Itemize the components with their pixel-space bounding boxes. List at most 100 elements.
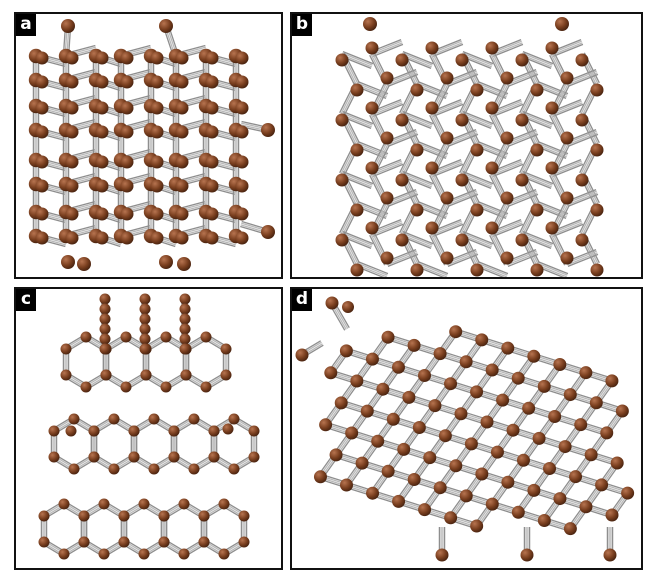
atom-sphere	[198, 536, 210, 548]
atom-sphere	[99, 293, 111, 305]
atom-sphere	[366, 486, 380, 500]
atom-layer	[295, 296, 635, 562]
atom-sphere	[65, 125, 79, 139]
atom-sphere	[334, 396, 348, 410]
atom-sphere	[99, 323, 111, 335]
atom-sphere	[95, 51, 109, 65]
atom-sphere	[558, 440, 572, 454]
atom-sphere	[38, 536, 50, 548]
atom-sphere	[139, 303, 151, 315]
atom-sphere	[425, 161, 439, 175]
atom-sphere	[139, 343, 151, 355]
atom-sphere	[65, 231, 79, 245]
atom-sphere	[78, 510, 90, 522]
atom-sphere	[218, 498, 230, 510]
atom-sphere	[440, 191, 454, 205]
atom-sphere	[205, 207, 219, 221]
atom-sphere	[38, 510, 50, 522]
atom-sphere	[218, 548, 230, 560]
atom-sphere	[440, 251, 454, 265]
atom-sphere	[485, 161, 499, 175]
atom-sphere	[435, 548, 449, 562]
atom-sphere	[470, 203, 484, 217]
atom-sphere	[590, 83, 604, 97]
atom-sphere	[402, 390, 416, 404]
atom-sphere	[355, 456, 369, 470]
atom-sphere	[440, 71, 454, 85]
atom-sphere	[365, 161, 379, 175]
atom-sphere	[485, 497, 499, 511]
atom-sphere	[605, 508, 619, 522]
atom-sphere	[335, 113, 349, 127]
atom-sphere	[324, 366, 338, 380]
atom-layer	[38, 293, 260, 560]
atom-sphere	[150, 155, 164, 169]
atom-sphere	[179, 313, 191, 325]
atom-sphere	[371, 434, 385, 448]
atom-sphere	[560, 191, 574, 205]
atom-sphere	[584, 448, 598, 462]
atom-sphere	[98, 498, 110, 510]
panel-label-b: b	[292, 14, 312, 36]
atom-sphere	[485, 41, 499, 55]
atom-sphere	[313, 470, 327, 484]
atom-sphere	[515, 53, 529, 67]
atom-sphere	[205, 125, 219, 139]
atom-sphere	[61, 19, 75, 33]
atom-sphere	[168, 425, 180, 437]
atom-sphere	[175, 51, 189, 65]
atom-sphere	[610, 456, 624, 470]
panel-b: b	[290, 12, 643, 279]
atom-sphere	[579, 366, 593, 380]
atom-sphere	[120, 75, 134, 89]
atom-sphere	[179, 323, 191, 335]
atom-sphere	[407, 472, 421, 486]
atom-sphere	[235, 125, 249, 139]
atom-sphere	[88, 451, 100, 463]
atom-sphere	[449, 459, 463, 473]
atom-sphere	[158, 510, 170, 522]
atom-sphere	[485, 363, 499, 377]
crystal-structure-view-c	[38, 293, 260, 560]
atom-sphere	[168, 451, 180, 463]
atom-sphere	[108, 413, 120, 425]
atom-sphere	[205, 231, 219, 245]
atom-sphere	[88, 425, 100, 437]
atom-sphere	[386, 412, 400, 426]
atom-sphere	[575, 173, 589, 187]
atom-sphere	[295, 348, 309, 362]
atom-sphere	[511, 371, 525, 385]
atom-sphere	[455, 113, 469, 127]
atom-sphere	[553, 492, 567, 506]
atom-sphere	[475, 467, 489, 481]
atom-sphere	[139, 293, 151, 305]
atom-sphere	[485, 101, 499, 115]
atom-sphere	[407, 338, 421, 352]
atom-sphere	[205, 75, 219, 89]
atom-sphere	[35, 51, 49, 65]
atom-sphere	[575, 53, 589, 67]
atom-sphere	[179, 343, 191, 355]
atom-sphere	[548, 409, 562, 423]
atom-sphere	[150, 231, 164, 245]
atom-sphere	[139, 333, 151, 345]
atom-sphere	[433, 347, 447, 361]
atom-sphere	[48, 425, 60, 437]
atom-sphere	[77, 257, 91, 271]
atom-sphere	[500, 251, 514, 265]
atom-sphere	[350, 83, 364, 97]
atom-sphere	[98, 548, 110, 560]
atom-sphere	[235, 51, 249, 65]
atom-sphere	[175, 207, 189, 221]
atom-sphere	[235, 231, 249, 245]
atom-sphere	[600, 426, 614, 440]
panel-c: c	[14, 287, 283, 570]
atom-sphere	[527, 483, 541, 497]
atom-sphere	[159, 255, 173, 269]
atom-sphere	[410, 143, 424, 157]
atom-sphere	[48, 451, 60, 463]
atom-sphere	[175, 179, 189, 193]
atom-sphere	[511, 505, 525, 519]
atom-sphere	[350, 143, 364, 157]
atom-sphere	[120, 51, 134, 65]
